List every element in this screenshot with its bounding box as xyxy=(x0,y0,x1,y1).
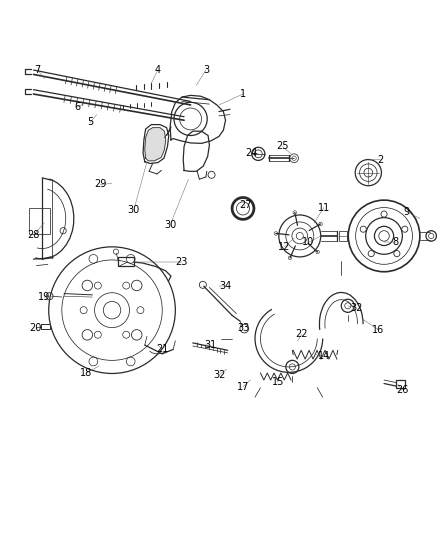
Text: 32: 32 xyxy=(350,303,363,313)
Text: 26: 26 xyxy=(396,385,409,394)
Text: 1: 1 xyxy=(240,89,246,99)
Text: 34: 34 xyxy=(219,281,232,291)
Text: 28: 28 xyxy=(27,230,39,240)
Text: 8: 8 xyxy=(393,238,399,247)
Text: 11: 11 xyxy=(318,203,330,213)
Text: 9: 9 xyxy=(404,207,410,217)
Text: 30: 30 xyxy=(164,220,176,230)
Text: 12: 12 xyxy=(278,242,291,252)
Text: 27: 27 xyxy=(239,200,251,211)
Text: 7: 7 xyxy=(35,65,41,75)
Text: 5: 5 xyxy=(87,117,93,127)
Bar xyxy=(41,324,49,329)
Text: 2: 2 xyxy=(378,155,384,165)
Text: 18: 18 xyxy=(80,368,92,378)
Text: 20: 20 xyxy=(29,324,42,334)
Text: 31: 31 xyxy=(204,340,216,350)
Text: 33: 33 xyxy=(237,324,249,334)
Polygon shape xyxy=(145,128,166,161)
Bar xyxy=(29,207,50,234)
Text: 14: 14 xyxy=(318,351,330,361)
Text: 10: 10 xyxy=(302,238,314,247)
Text: 22: 22 xyxy=(296,329,308,339)
Text: 4: 4 xyxy=(155,65,161,75)
Text: 21: 21 xyxy=(156,344,169,354)
Text: 23: 23 xyxy=(176,257,188,267)
Text: 25: 25 xyxy=(276,141,289,151)
Text: 19: 19 xyxy=(38,292,50,302)
Text: 6: 6 xyxy=(74,102,80,112)
Text: 29: 29 xyxy=(94,180,106,189)
Text: 15: 15 xyxy=(272,377,284,387)
Text: 3: 3 xyxy=(203,65,209,75)
Text: 24: 24 xyxy=(246,148,258,158)
Text: 16: 16 xyxy=(372,325,385,335)
Text: 30: 30 xyxy=(128,205,140,215)
Text: 17: 17 xyxy=(237,382,249,392)
Text: 32: 32 xyxy=(213,370,225,380)
